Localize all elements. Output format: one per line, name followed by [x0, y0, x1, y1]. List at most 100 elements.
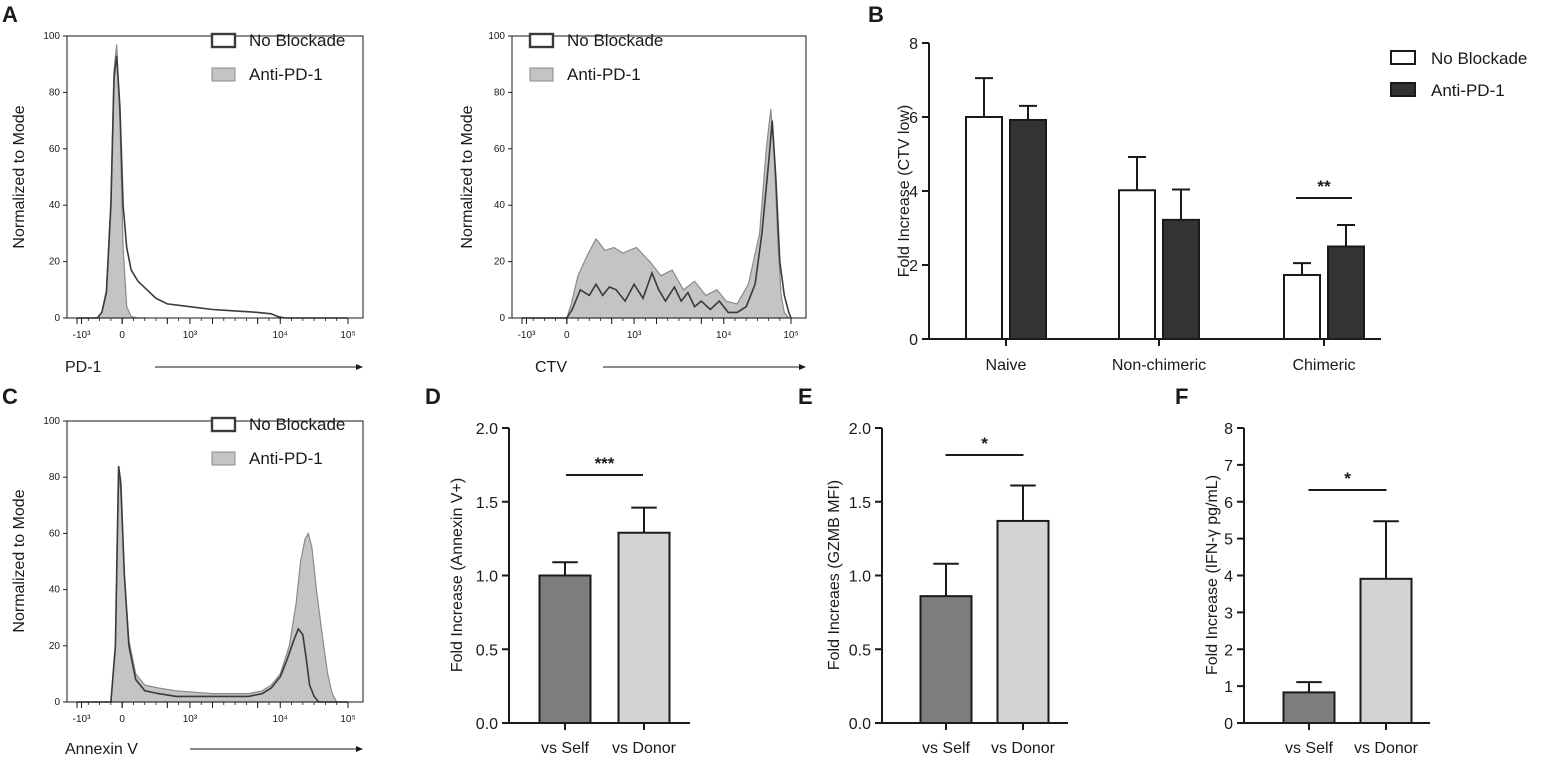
legend-swatch-anti-pd1 — [529, 67, 554, 82]
significance-stars: *** — [595, 454, 615, 473]
panel-label-d: D — [425, 384, 441, 409]
y-axis-label: Normalized to Mode — [459, 105, 476, 248]
legend-swatch-anti-pd1 — [1390, 82, 1416, 97]
y-tick-label: 0 — [909, 332, 918, 349]
y-tick-label: 7 — [1224, 458, 1233, 475]
y-tick-label: 4 — [909, 184, 918, 201]
y-tick-label: 2 — [909, 258, 918, 275]
legend-swatch-no-blockade — [210, 32, 237, 49]
x-tick-label: Non-chimeric — [1112, 357, 1206, 374]
histogram-no-blockade — [77, 465, 348, 703]
significance-stars: * — [981, 434, 988, 453]
y-tick-label: 0.5 — [476, 642, 498, 659]
y-tick-label: 60 — [49, 144, 61, 155]
y-axis-label: Fold Increase (IFN-γ pg/mL) — [1204, 475, 1221, 675]
x-tick-label: 10⁵ — [783, 330, 798, 341]
y-tick-label: 3 — [1224, 605, 1233, 622]
y-tick-label: 4 — [1224, 569, 1233, 586]
y-tick-label: 1.0 — [849, 569, 871, 586]
y-tick-label: 5 — [1224, 532, 1233, 549]
x-tick-label: 0 — [119, 714, 125, 725]
x-tick-label: vs Donor — [612, 740, 677, 757]
x-tick-label: 10⁴ — [273, 330, 288, 341]
x-axis-arrow-head — [356, 746, 363, 752]
y-tick-label: 0.0 — [849, 716, 871, 733]
legend-label-anti-pd1: Anti-PD-1 — [249, 65, 323, 84]
y-tick-label: 80 — [494, 87, 506, 98]
chart-c-annexin: 0 20 40 60 80 100 -10³ 0 10³ 10⁴ 10⁵ Normalized to … — [11, 415, 364, 758]
chart-f-ifng: 0 1 2 3 4 5 6 7 8 Fold Increase (IFN-γ pg/mL) vs S… — [1204, 421, 1430, 757]
y-tick-label: 60 — [49, 528, 61, 539]
panel-label-a: A — [2, 2, 18, 27]
legend-swatch-no-blockade — [210, 416, 237, 433]
y-tick-label: 20 — [494, 257, 506, 268]
y-tick-label: 80 — [49, 472, 61, 483]
y-tick-label: 40 — [494, 200, 506, 211]
y-tick-label: 8 — [1224, 421, 1233, 438]
x-tick-label: Chimeric — [1292, 357, 1355, 374]
histogram-no-blockade — [77, 55, 348, 319]
chart-a-ctv: 0 20 40 60 80 100 -10³ 0 10³ 10⁴ 10⁵ Normalized to … — [459, 31, 807, 376]
legend-label-anti-pd1: Anti-PD-1 — [1431, 81, 1505, 100]
panel-label-f: F — [1175, 384, 1188, 409]
legend-label-no-blockade: No Blockade — [249, 415, 345, 434]
y-tick-label: 0 — [1224, 716, 1233, 733]
y-axis-label: Normalized to Mode — [11, 105, 28, 248]
significance-stars: * — [1344, 469, 1351, 488]
x-axis-arrow-head — [799, 364, 806, 370]
y-tick-label: 0.0 — [476, 716, 498, 733]
bar-anti-pd1 — [1009, 118, 1047, 340]
x-tick-label: 0 — [119, 330, 125, 341]
y-tick-label: 2.0 — [849, 421, 871, 438]
x-tick-label: 10³ — [183, 714, 198, 725]
y-tick-label: 1.0 — [476, 569, 498, 586]
x-axis-label: Annexin V — [65, 741, 138, 758]
legend-label-anti-pd1: Anti-PD-1 — [249, 449, 323, 468]
histogram-anti-pd1 — [522, 109, 791, 319]
y-tick-label: 0 — [499, 313, 505, 324]
legend-swatch-no-blockade — [1390, 50, 1416, 65]
legend-label-no-blockade: No Blockade — [249, 31, 345, 50]
y-tick-label: 80 — [49, 87, 61, 98]
x-tick-label: -10³ — [518, 330, 536, 341]
bar-anti-pd1 — [1162, 218, 1200, 340]
bar-vs-donor — [996, 519, 1050, 724]
legend-swatch-anti-pd1 — [211, 451, 236, 466]
x-axis-label: CTV — [535, 359, 567, 376]
panel-label-c: C — [2, 384, 18, 409]
y-axis-label: Fold Increaes (GZMB MFI) — [826, 480, 843, 670]
bar-vs-self — [538, 574, 592, 724]
x-axis-label: PD-1 — [65, 359, 102, 376]
y-tick-label: 1 — [1224, 679, 1233, 696]
y-tick-label: 2.0 — [476, 421, 498, 438]
x-tick-label: -10³ — [73, 330, 91, 341]
x-tick-label: 10⁵ — [340, 714, 355, 725]
x-tick-label: -10³ — [73, 714, 91, 725]
y-tick-label: 20 — [49, 641, 61, 652]
y-tick-label: 60 — [494, 144, 506, 155]
bar-no-blockade — [965, 116, 1003, 340]
y-axis-label: Normalized to Mode — [11, 489, 28, 632]
y-tick-label: 40 — [49, 585, 61, 596]
y-tick-label: 8 — [909, 36, 918, 53]
x-tick-label: Naive — [986, 357, 1027, 374]
x-tick-label: vs Self — [922, 740, 971, 757]
y-axis-label: Fold Increase (Annexin V+) — [449, 478, 466, 672]
bar-anti-pd1 — [1327, 245, 1365, 340]
bar-no-blockade — [1118, 189, 1156, 340]
y-axis-label: Fold Increase (CTV low) — [896, 105, 913, 278]
x-tick-label: 10³ — [627, 330, 642, 341]
bar-vs-self — [1282, 691, 1336, 724]
x-tick-label: vs Donor — [1354, 740, 1419, 757]
y-tick-label: 0.5 — [849, 642, 871, 659]
bar-vs-self — [919, 595, 973, 725]
panel-label-b: B — [868, 2, 884, 27]
bar-no-blockade — [1283, 273, 1321, 340]
x-tick-label: vs Self — [1285, 740, 1334, 757]
chart-e-gzmb: 0.0 0.5 1.0 1.5 2.0 Fold Increaes (GZMB MFI) v… — [826, 421, 1068, 757]
significance-stars: ** — [1317, 177, 1331, 196]
x-tick-label: 10³ — [183, 330, 198, 341]
bar-vs-donor — [617, 531, 671, 724]
y-tick-label: 100 — [43, 416, 60, 427]
